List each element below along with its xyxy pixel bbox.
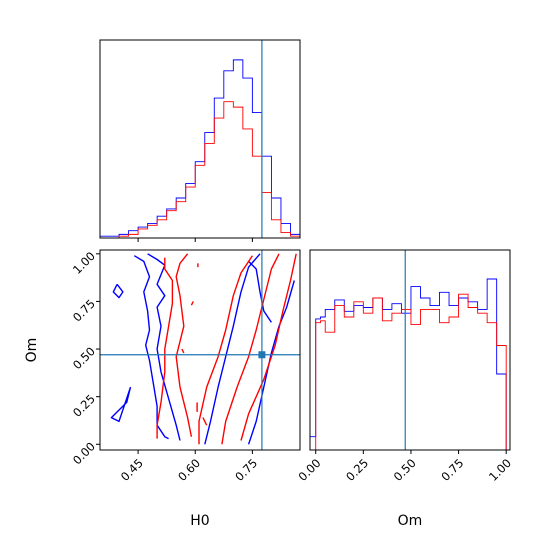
contour-red-6: [190, 301, 194, 306]
contour-blue-0: [133, 255, 169, 440]
truth-marker: [258, 351, 266, 359]
x-axis-label-h0: H0: [190, 513, 209, 529]
contour-red-1: [175, 253, 193, 437]
x-tick-label-om-1: 0.25: [343, 456, 371, 484]
x-tick-label-om-2: 0.50: [391, 456, 419, 484]
contour-red-3: [221, 253, 280, 445]
contour-blue-1: [147, 253, 181, 441]
x-tick-label-om-4: 1.00: [486, 456, 514, 484]
contour-red-2: [198, 255, 253, 445]
contour-red-9: [202, 417, 208, 426]
contour-blue-2: [112, 283, 124, 299]
y-tick-label-om-2: 0.50: [70, 344, 98, 372]
histogram-h0-frame: [99, 39, 301, 239]
y-tick-label-om-1: 0.25: [70, 392, 98, 420]
y-tick-label-om-4: 1.00: [70, 249, 98, 277]
histogram-h0-red-series: [100, 101, 301, 239]
x-tick-label-om-3: 0.75: [438, 456, 466, 484]
histogram-om-frame: [309, 249, 511, 451]
contour-red-0: [156, 257, 174, 439]
contour-blue-4: [204, 253, 261, 445]
histogram-h0-panel: [99, 39, 301, 242]
y-tick-label-om-0: 0.00: [70, 439, 98, 467]
contour-red-4: [240, 253, 297, 441]
y-axis-label-om: Om: [24, 338, 40, 363]
contour-blue-5: [247, 280, 295, 445]
contour-panel-frame: [99, 249, 301, 451]
x-tick-label-h0-2: 0.75: [232, 456, 260, 484]
histogram-om-red-series: [310, 293, 507, 451]
histogram-h0-blue-series: [99, 59, 301, 238]
x-tick-label-h0-1: 0.60: [175, 456, 203, 484]
histogram-om-blue-series: [309, 278, 507, 450]
x-tick-label-h0-0: 0.45: [118, 456, 146, 484]
contour-blue-3: [110, 386, 132, 423]
x-axis-label-om: Om: [398, 513, 423, 529]
contour-red-7: [181, 348, 185, 354]
contour-blue-6: [248, 260, 272, 323]
y-tick-label-om-3: 0.75: [70, 296, 98, 324]
histogram-om-panel: 0.00 0.25 0.50 0.75 1.00: [296, 249, 514, 484]
x-tick-label-om-0: 0.00: [296, 456, 324, 484]
contour-h0-om-panel: 0.45 0.60 0.75 0.00 0.25 0.50 0.75 1.00: [70, 249, 301, 484]
contour-lines-group: [110, 253, 297, 445]
